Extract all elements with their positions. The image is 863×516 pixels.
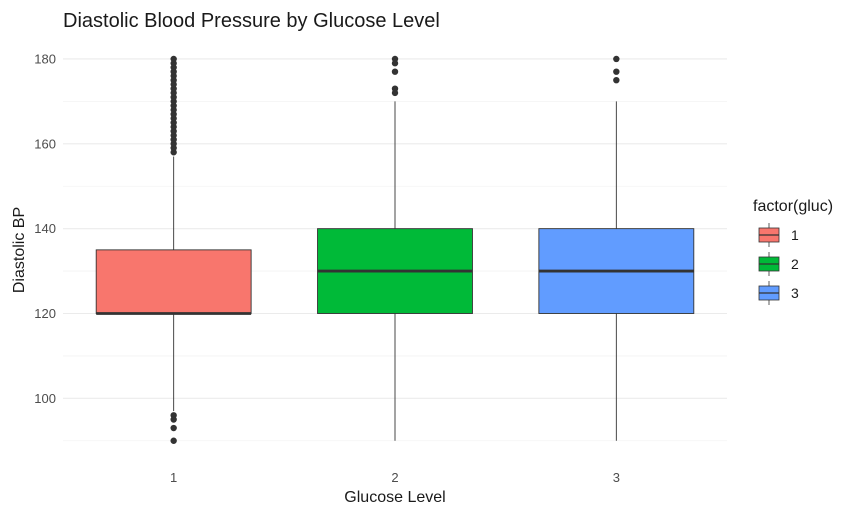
box-group-1 [95, 55, 252, 444]
legend-label: 3 [791, 285, 799, 301]
legend-item-1: 1 [758, 223, 799, 247]
x-tick-label: 3 [613, 470, 620, 485]
y-tick-label: 160 [34, 136, 56, 151]
y-tick-label: 180 [34, 51, 56, 66]
box-group-2 [317, 55, 473, 441]
legend-label: 2 [791, 256, 799, 272]
x-axis-ticks: 1 2 3 [170, 470, 620, 485]
y-axis-title: Diastolic BP [11, 207, 28, 293]
legend-label: 1 [791, 227, 799, 243]
legend-item-3: 3 [758, 281, 799, 305]
chart-title: Diastolic Blood Pressure by Glucose Leve… [63, 10, 440, 32]
box-group-3 [538, 55, 695, 441]
y-tick-label: 140 [34, 221, 56, 236]
legend-title: factor(gluc) [753, 198, 833, 215]
x-tick-label: 1 [170, 470, 177, 485]
y-tick-label: 100 [34, 391, 56, 406]
y-axis-ticks: 100 120 140 160 180 [34, 51, 56, 405]
outlier-point [170, 412, 177, 419]
outlier-point [391, 55, 399, 63]
boxes [95, 55, 695, 444]
x-tick-label: 2 [391, 470, 398, 485]
outlier-point [391, 85, 399, 92]
outlier-point [170, 424, 177, 432]
outlier-point [613, 55, 620, 63]
outlier-point [170, 55, 177, 63]
outlier-point [613, 76, 620, 84]
legend: 1 2 3 [758, 223, 799, 305]
legend-item-2: 2 [758, 252, 799, 276]
y-tick-label: 120 [34, 306, 56, 321]
outlier-point [613, 68, 620, 75]
box [95, 249, 252, 314]
outlier-point [391, 68, 399, 75]
outlier-point [170, 437, 177, 444]
x-axis-title: Glucose Level [344, 489, 445, 506]
